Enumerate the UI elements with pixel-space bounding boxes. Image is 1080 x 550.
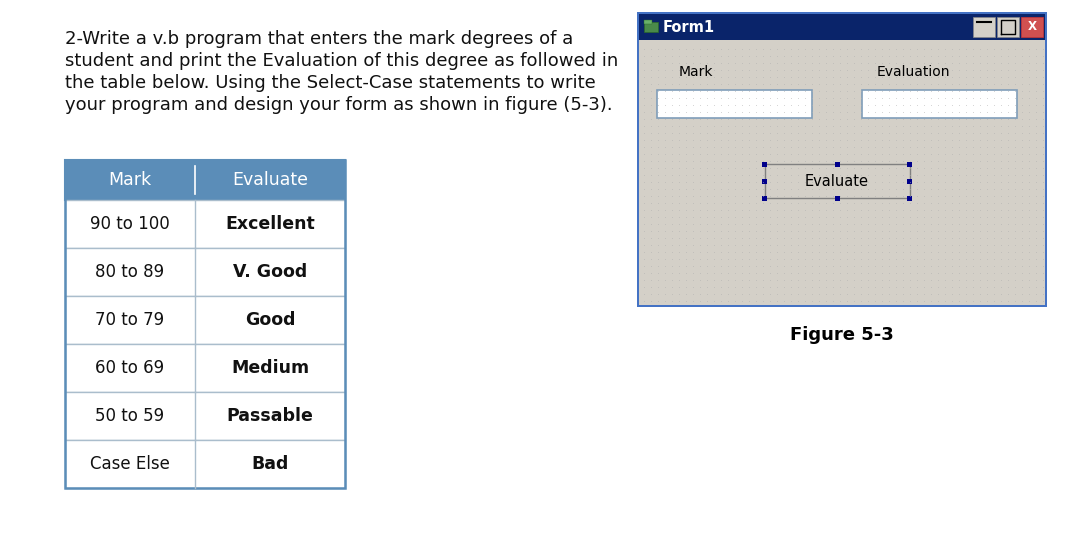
Text: Bad: Bad — [252, 455, 288, 473]
FancyBboxPatch shape — [907, 179, 912, 184]
FancyBboxPatch shape — [65, 392, 345, 440]
FancyBboxPatch shape — [637, 12, 1047, 307]
FancyBboxPatch shape — [907, 195, 912, 201]
Text: Evaluate: Evaluate — [232, 171, 308, 189]
Text: the table below. Using the Select-Case statements to write: the table below. Using the Select-Case s… — [65, 74, 596, 92]
FancyBboxPatch shape — [762, 195, 767, 201]
Text: 60 to 69: 60 to 69 — [95, 359, 164, 377]
FancyBboxPatch shape — [639, 40, 1045, 305]
Text: Evaluate: Evaluate — [805, 173, 869, 189]
FancyBboxPatch shape — [644, 22, 658, 32]
Text: 90 to 100: 90 to 100 — [90, 215, 170, 233]
Text: 50 to 59: 50 to 59 — [95, 407, 164, 425]
FancyBboxPatch shape — [835, 195, 839, 201]
FancyBboxPatch shape — [835, 162, 839, 167]
Text: Good: Good — [245, 311, 295, 329]
FancyBboxPatch shape — [765, 164, 909, 198]
Text: Evaluation: Evaluation — [877, 65, 950, 79]
Text: Mark: Mark — [108, 171, 151, 189]
Text: Mark: Mark — [679, 65, 714, 79]
Text: Form1: Form1 — [663, 19, 715, 35]
Text: 2-Write a v.b program that enters the mark degrees of a: 2-Write a v.b program that enters the ma… — [65, 30, 573, 48]
FancyBboxPatch shape — [762, 179, 767, 184]
FancyBboxPatch shape — [1021, 17, 1043, 37]
Text: 80 to 89: 80 to 89 — [95, 263, 164, 281]
Text: Figure 5-3: Figure 5-3 — [791, 326, 894, 344]
FancyBboxPatch shape — [862, 90, 1017, 118]
Text: Excellent: Excellent — [225, 215, 315, 233]
FancyBboxPatch shape — [644, 20, 652, 24]
FancyBboxPatch shape — [65, 344, 345, 392]
FancyBboxPatch shape — [65, 200, 345, 248]
FancyBboxPatch shape — [907, 162, 912, 167]
FancyBboxPatch shape — [762, 162, 767, 167]
FancyBboxPatch shape — [65, 296, 345, 344]
FancyBboxPatch shape — [657, 90, 812, 118]
Text: Case Else: Case Else — [90, 455, 170, 473]
Text: Passable: Passable — [227, 407, 313, 425]
Text: 70 to 79: 70 to 79 — [95, 311, 164, 329]
Text: student and print the Evaluation of this degree as followed in: student and print the Evaluation of this… — [65, 52, 618, 70]
FancyBboxPatch shape — [639, 14, 1045, 40]
FancyBboxPatch shape — [65, 248, 345, 296]
Text: V. Good: V. Good — [233, 263, 307, 281]
FancyBboxPatch shape — [65, 160, 345, 200]
Text: X: X — [1027, 20, 1037, 34]
FancyBboxPatch shape — [997, 17, 1020, 37]
FancyBboxPatch shape — [973, 17, 995, 37]
Text: Medium: Medium — [231, 359, 309, 377]
FancyBboxPatch shape — [65, 440, 345, 488]
Text: your program and design your form as shown in figure (5-3).: your program and design your form as sho… — [65, 96, 612, 114]
